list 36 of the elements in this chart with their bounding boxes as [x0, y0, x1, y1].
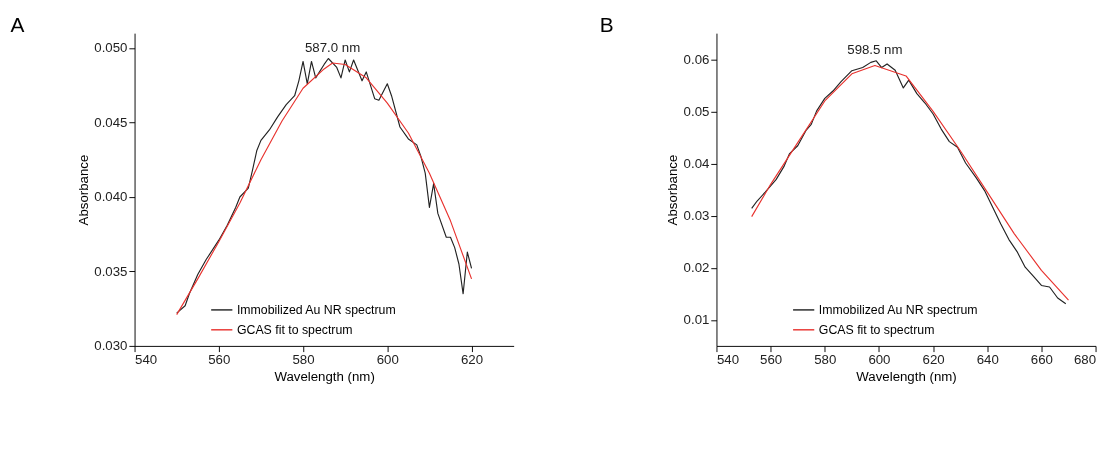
y-tick-label: 0.030: [94, 338, 128, 354]
y-tick-label: 0.05: [683, 103, 710, 119]
y-tick-label: 0.02: [683, 260, 710, 275]
x-tick-label: 680: [1073, 352, 1097, 368]
x-tick-label: 580: [292, 352, 315, 368]
legend-label: Immobilized Au NR spectrum: [236, 302, 396, 317]
x-tick-label: 580: [814, 352, 837, 368]
chart-title: A: [10, 13, 25, 37]
legend-label: Immobilized Au NR spectrum: [818, 302, 978, 317]
x-tick-label: 640: [976, 352, 999, 368]
x-tick-label: 600: [868, 352, 891, 368]
y-tick-label: 0.06: [683, 51, 710, 67]
x-axis-title: Wavelength (nm): [274, 369, 375, 385]
x-tick-label: 540: [135, 352, 158, 368]
x-tick-label: 560: [208, 352, 231, 368]
y-tick-label: 0.050: [94, 40, 128, 56]
x-tick-label: 620: [922, 352, 945, 368]
y-axis-title: Absorbance: [75, 154, 91, 226]
x-tick-label: 620: [460, 352, 484, 368]
annotation: 598.5 nm: [847, 42, 903, 58]
legend-label: GCAS fit to spectrum: [236, 322, 353, 337]
y-tick-label: 0.035: [94, 263, 128, 279]
y-tick-label: 0.040: [94, 189, 128, 205]
y-tick-label: 0.03: [683, 207, 710, 223]
x-axis-title: Wavelength (nm): [856, 369, 957, 385]
chart-title: B: [599, 13, 614, 37]
x-tick-label: 540: [716, 352, 740, 368]
y-axis-title: Absorbance: [664, 154, 680, 226]
x-tick-label: 660: [1030, 352, 1053, 368]
y-tick-label: 0.04: [683, 155, 710, 171]
x-tick-label: 600: [376, 352, 399, 368]
annotation: 587.0 nm: [304, 39, 361, 55]
legend-label: GCAS fit to spectrum: [818, 322, 935, 337]
y-tick-label: 0.045: [94, 114, 128, 130]
y-tick-label: 0.01: [683, 312, 710, 328]
x-tick-label: 560: [760, 352, 783, 368]
